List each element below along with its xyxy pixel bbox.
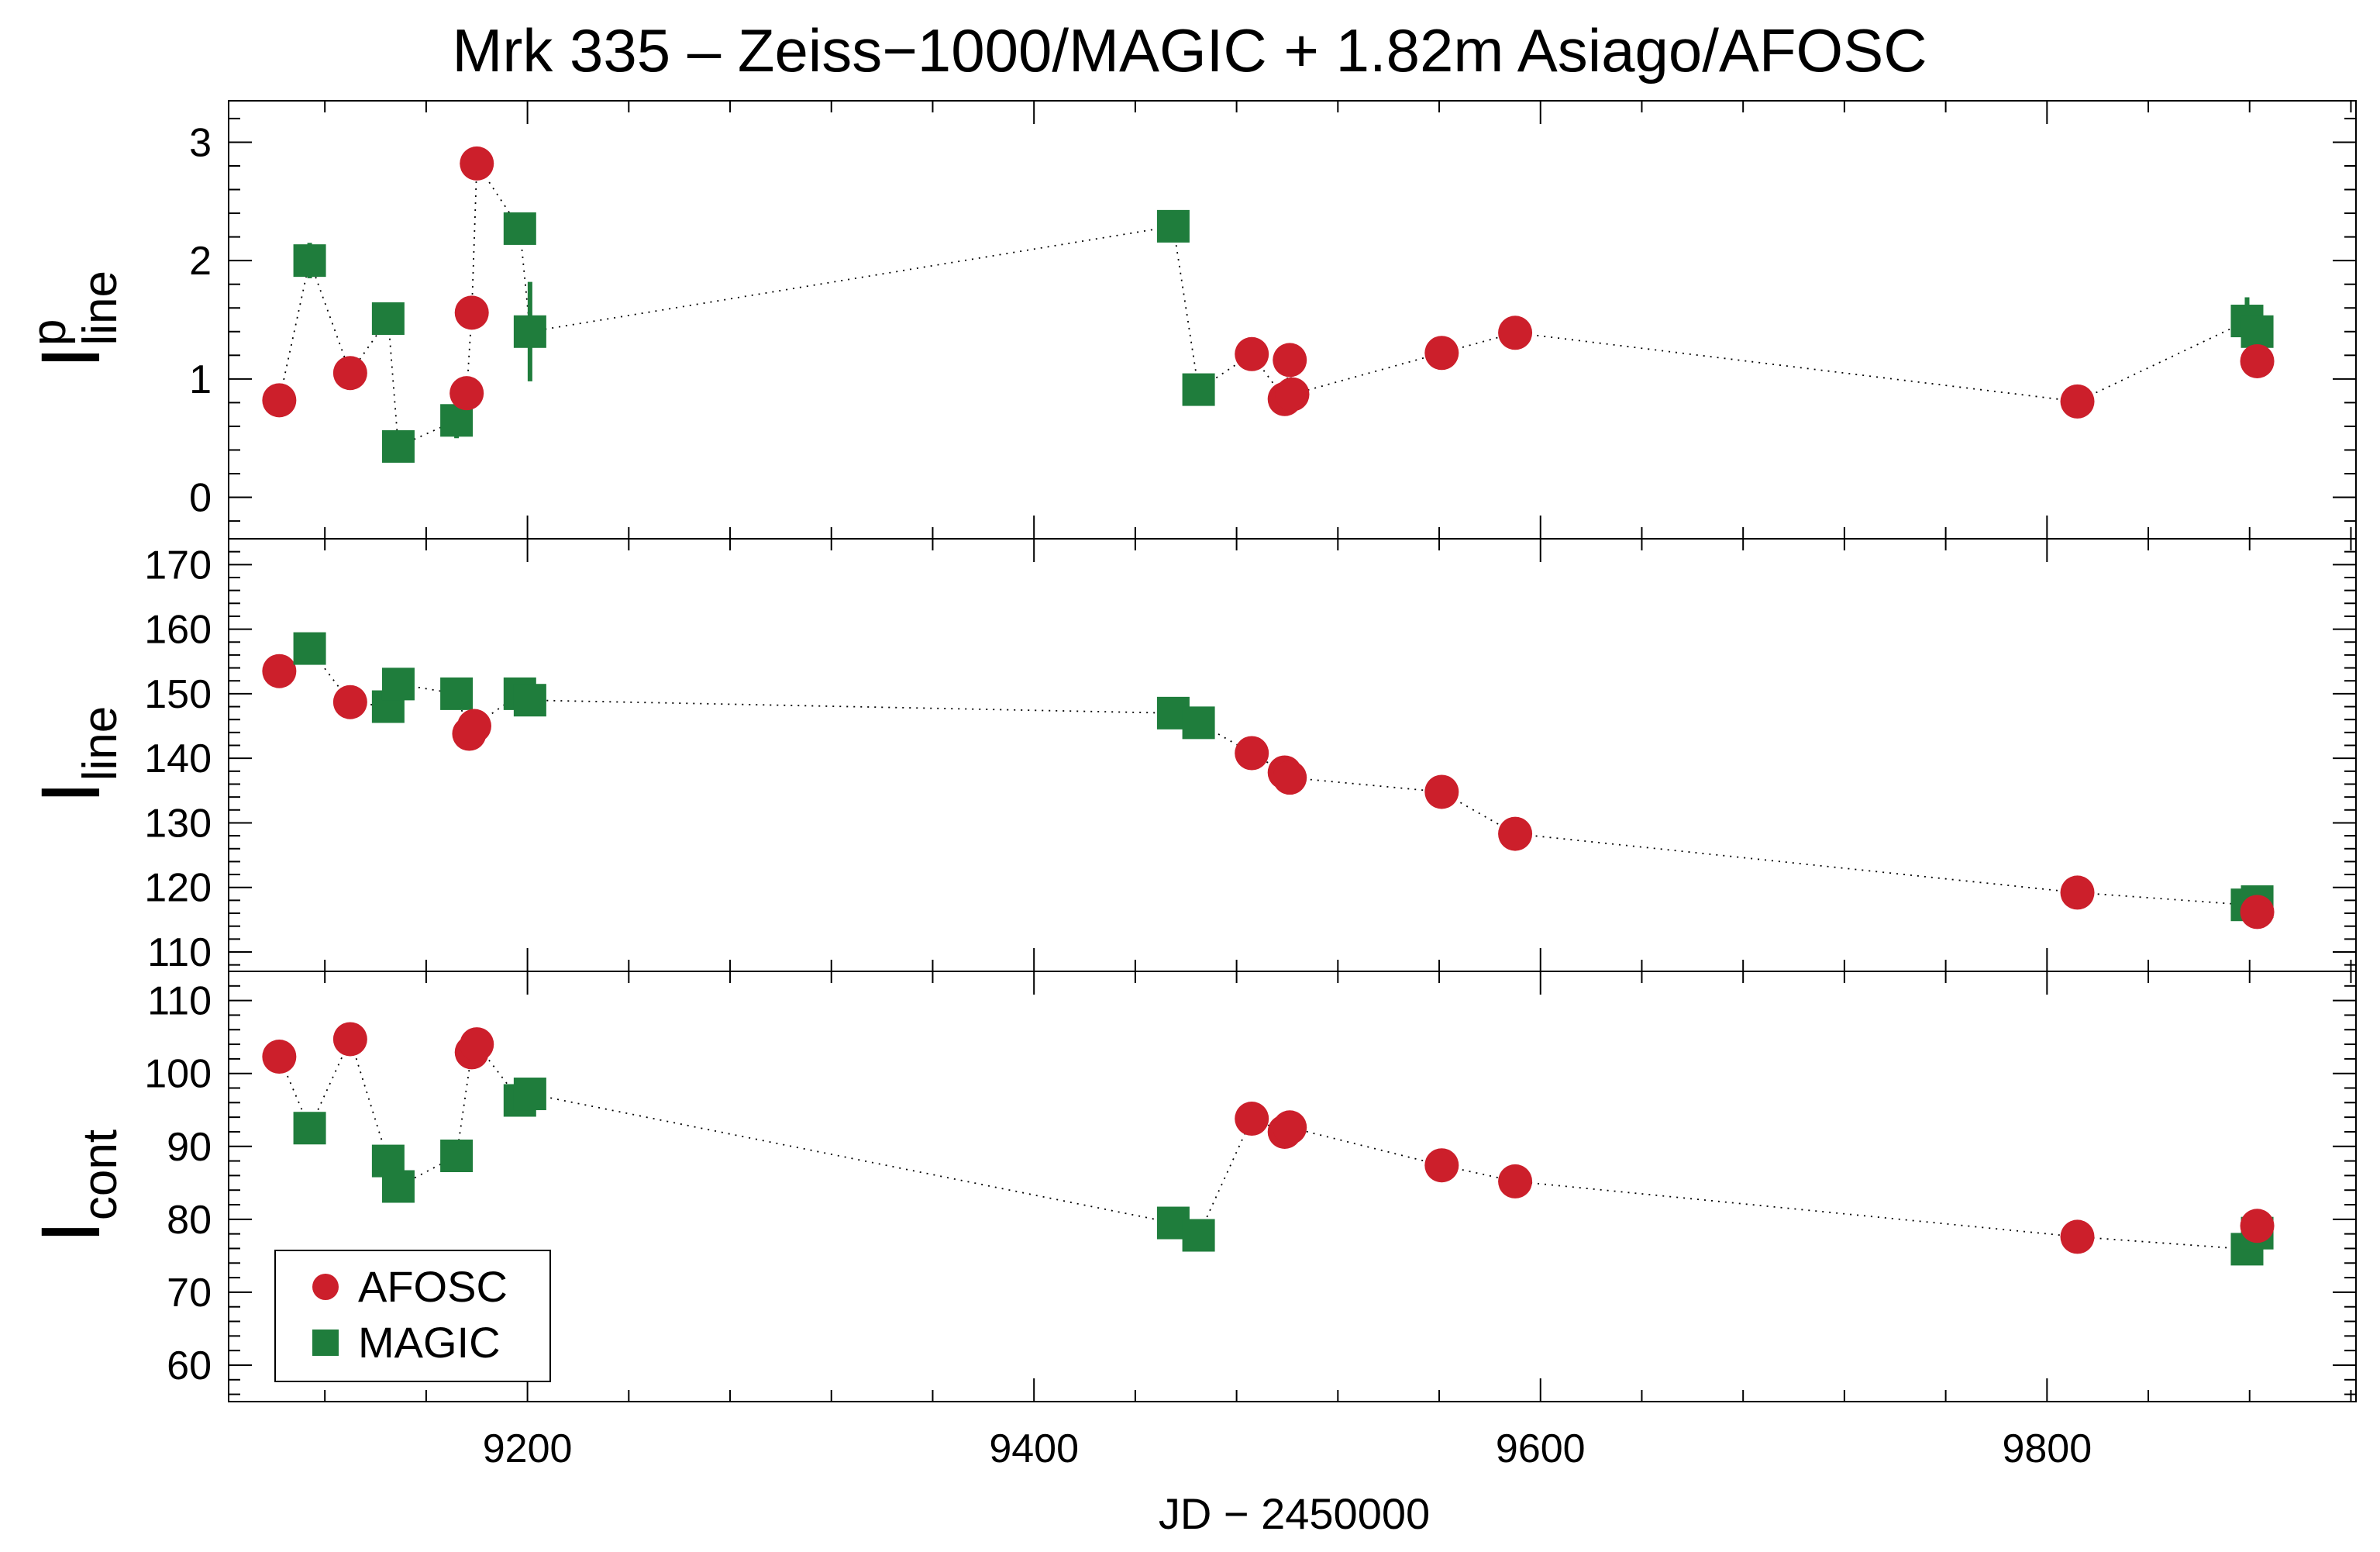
y-axis-label: Ipline	[22, 271, 127, 369]
data-point-afosc	[1498, 1164, 1533, 1198]
x-tick-label: 9200	[483, 1426, 573, 1471]
data-point-afosc	[1424, 1148, 1459, 1183]
x-ticks	[324, 539, 2352, 971]
x-ticks	[324, 101, 2352, 539]
y-tick-label: 110	[147, 930, 212, 975]
data-point-magic	[513, 315, 546, 348]
data-point-afosc	[2240, 895, 2275, 929]
y-tick-label: 80	[167, 1198, 212, 1243]
data-point-afosc	[2240, 343, 2275, 378]
y-axis-label: Icont	[23, 1130, 127, 1243]
data-point-afosc	[332, 685, 367, 719]
data-point-magic	[381, 667, 415, 701]
y-ticks	[229, 971, 2356, 1395]
data-point-afosc	[460, 1027, 494, 1062]
y-tick-label: 70	[167, 1271, 212, 1316]
data-point-magic	[293, 244, 326, 278]
data-point-afosc	[2060, 875, 2095, 910]
data-point-magic	[381, 429, 415, 463]
y-tick-label: 1	[189, 357, 212, 402]
y-tick-label: 170	[144, 543, 212, 588]
data-point-magic	[503, 212, 536, 245]
data-point-magic	[1182, 1219, 1215, 1252]
data-point-afosc	[262, 1040, 297, 1074]
data-point-magic	[293, 632, 326, 665]
data-point-magic	[371, 302, 405, 335]
x-ticks	[324, 971, 2352, 1402]
data-point-magic	[440, 1139, 474, 1172]
data-point-afosc	[1424, 336, 1459, 371]
panel-frame	[228, 971, 2357, 1402]
x-axis-label: JD − 2450000	[1159, 1489, 1430, 1538]
y-tick-label: 60	[167, 1343, 212, 1388]
data-point-afosc	[1235, 336, 1269, 371]
data-point-magic	[513, 1078, 546, 1111]
chart-title: Mrk 335 – Zeiss−1000/MAGIC + 1.82m Asiag…	[452, 16, 1927, 84]
data-point-magic	[2241, 315, 2274, 348]
data-point-afosc	[1275, 377, 1310, 412]
panel-3: 60 70 80 90 100 110 Icont 9200 9400 9600 9800 AFOSC…	[23, 971, 2357, 1471]
data-point-afosc	[2060, 1219, 2095, 1254]
y-tick-label: 110	[147, 979, 212, 1024]
legend-box	[274, 1250, 551, 1382]
data-point-afosc	[1273, 343, 1307, 378]
data-point-afosc	[2240, 1209, 2275, 1243]
legend-label: MAGIC	[358, 1318, 501, 1367]
data-point-afosc	[460, 146, 494, 181]
x-tick-label: 9800	[2002, 1426, 2092, 1471]
y-axis-label: Iline	[23, 706, 127, 805]
x-tick-label: 9400	[989, 1426, 1079, 1471]
legend: AFOSC MAGIC	[274, 1250, 551, 1382]
y-tick-label: 2	[189, 239, 212, 284]
data-point-afosc	[1235, 736, 1269, 771]
data-point-afosc	[456, 709, 491, 743]
y-tick-label: 90	[167, 1125, 212, 1170]
data-point-afosc	[454, 295, 489, 330]
data-point-afosc	[332, 356, 367, 391]
y-tick-label: 130	[144, 801, 212, 846]
data-point-afosc	[262, 654, 297, 688]
y-tick-label: 120	[144, 866, 212, 911]
data-point-afosc	[1424, 774, 1459, 809]
data-point-afosc	[1235, 1102, 1269, 1136]
panel-2: 110 120 130 140 150 160 170 Iline	[23, 538, 2357, 975]
y-tick-label: 140	[144, 736, 212, 781]
data-point-afosc	[1273, 1110, 1307, 1145]
data-point-afosc	[1273, 760, 1307, 795]
y-tick-label: 160	[144, 608, 212, 653]
y-ticks	[229, 538, 2356, 966]
legend-label: AFOSC	[358, 1262, 508, 1311]
data-point-afosc	[1498, 816, 1533, 851]
y-tick-label: 100	[144, 1052, 212, 1097]
data-point-magic	[1182, 373, 1215, 406]
data-point-magic	[1182, 706, 1215, 740]
data-point-afosc	[332, 1022, 367, 1057]
legend-marker-afosc	[312, 1274, 339, 1300]
data-point-magic	[293, 1112, 326, 1145]
data-point-magic	[513, 684, 546, 717]
y-tick-label: 150	[144, 672, 212, 717]
y-tick-label: 3	[189, 120, 212, 165]
panel-1: 0 1 2 3 Ipline	[22, 100, 2357, 540]
data-point-afosc	[262, 383, 297, 418]
data-point-magic	[440, 677, 474, 710]
series-connector-line	[278, 647, 2258, 912]
data-point-afosc	[2060, 384, 2095, 419]
data-point-magic	[381, 1170, 415, 1203]
chart-panels: 0 1 2 3 Ipline 110 120 130 140 150 160 170 Iline 60 70…	[22, 100, 2357, 1471]
data-point-magic	[1156, 209, 1190, 243]
y-tick-label: 0	[189, 476, 212, 521]
data-point-afosc	[1498, 316, 1533, 350]
y-ticks	[229, 117, 2356, 523]
legend-marker-magic	[312, 1330, 339, 1356]
x-tick-label: 9600	[1496, 1426, 1586, 1471]
data-point-afosc	[449, 376, 484, 411]
